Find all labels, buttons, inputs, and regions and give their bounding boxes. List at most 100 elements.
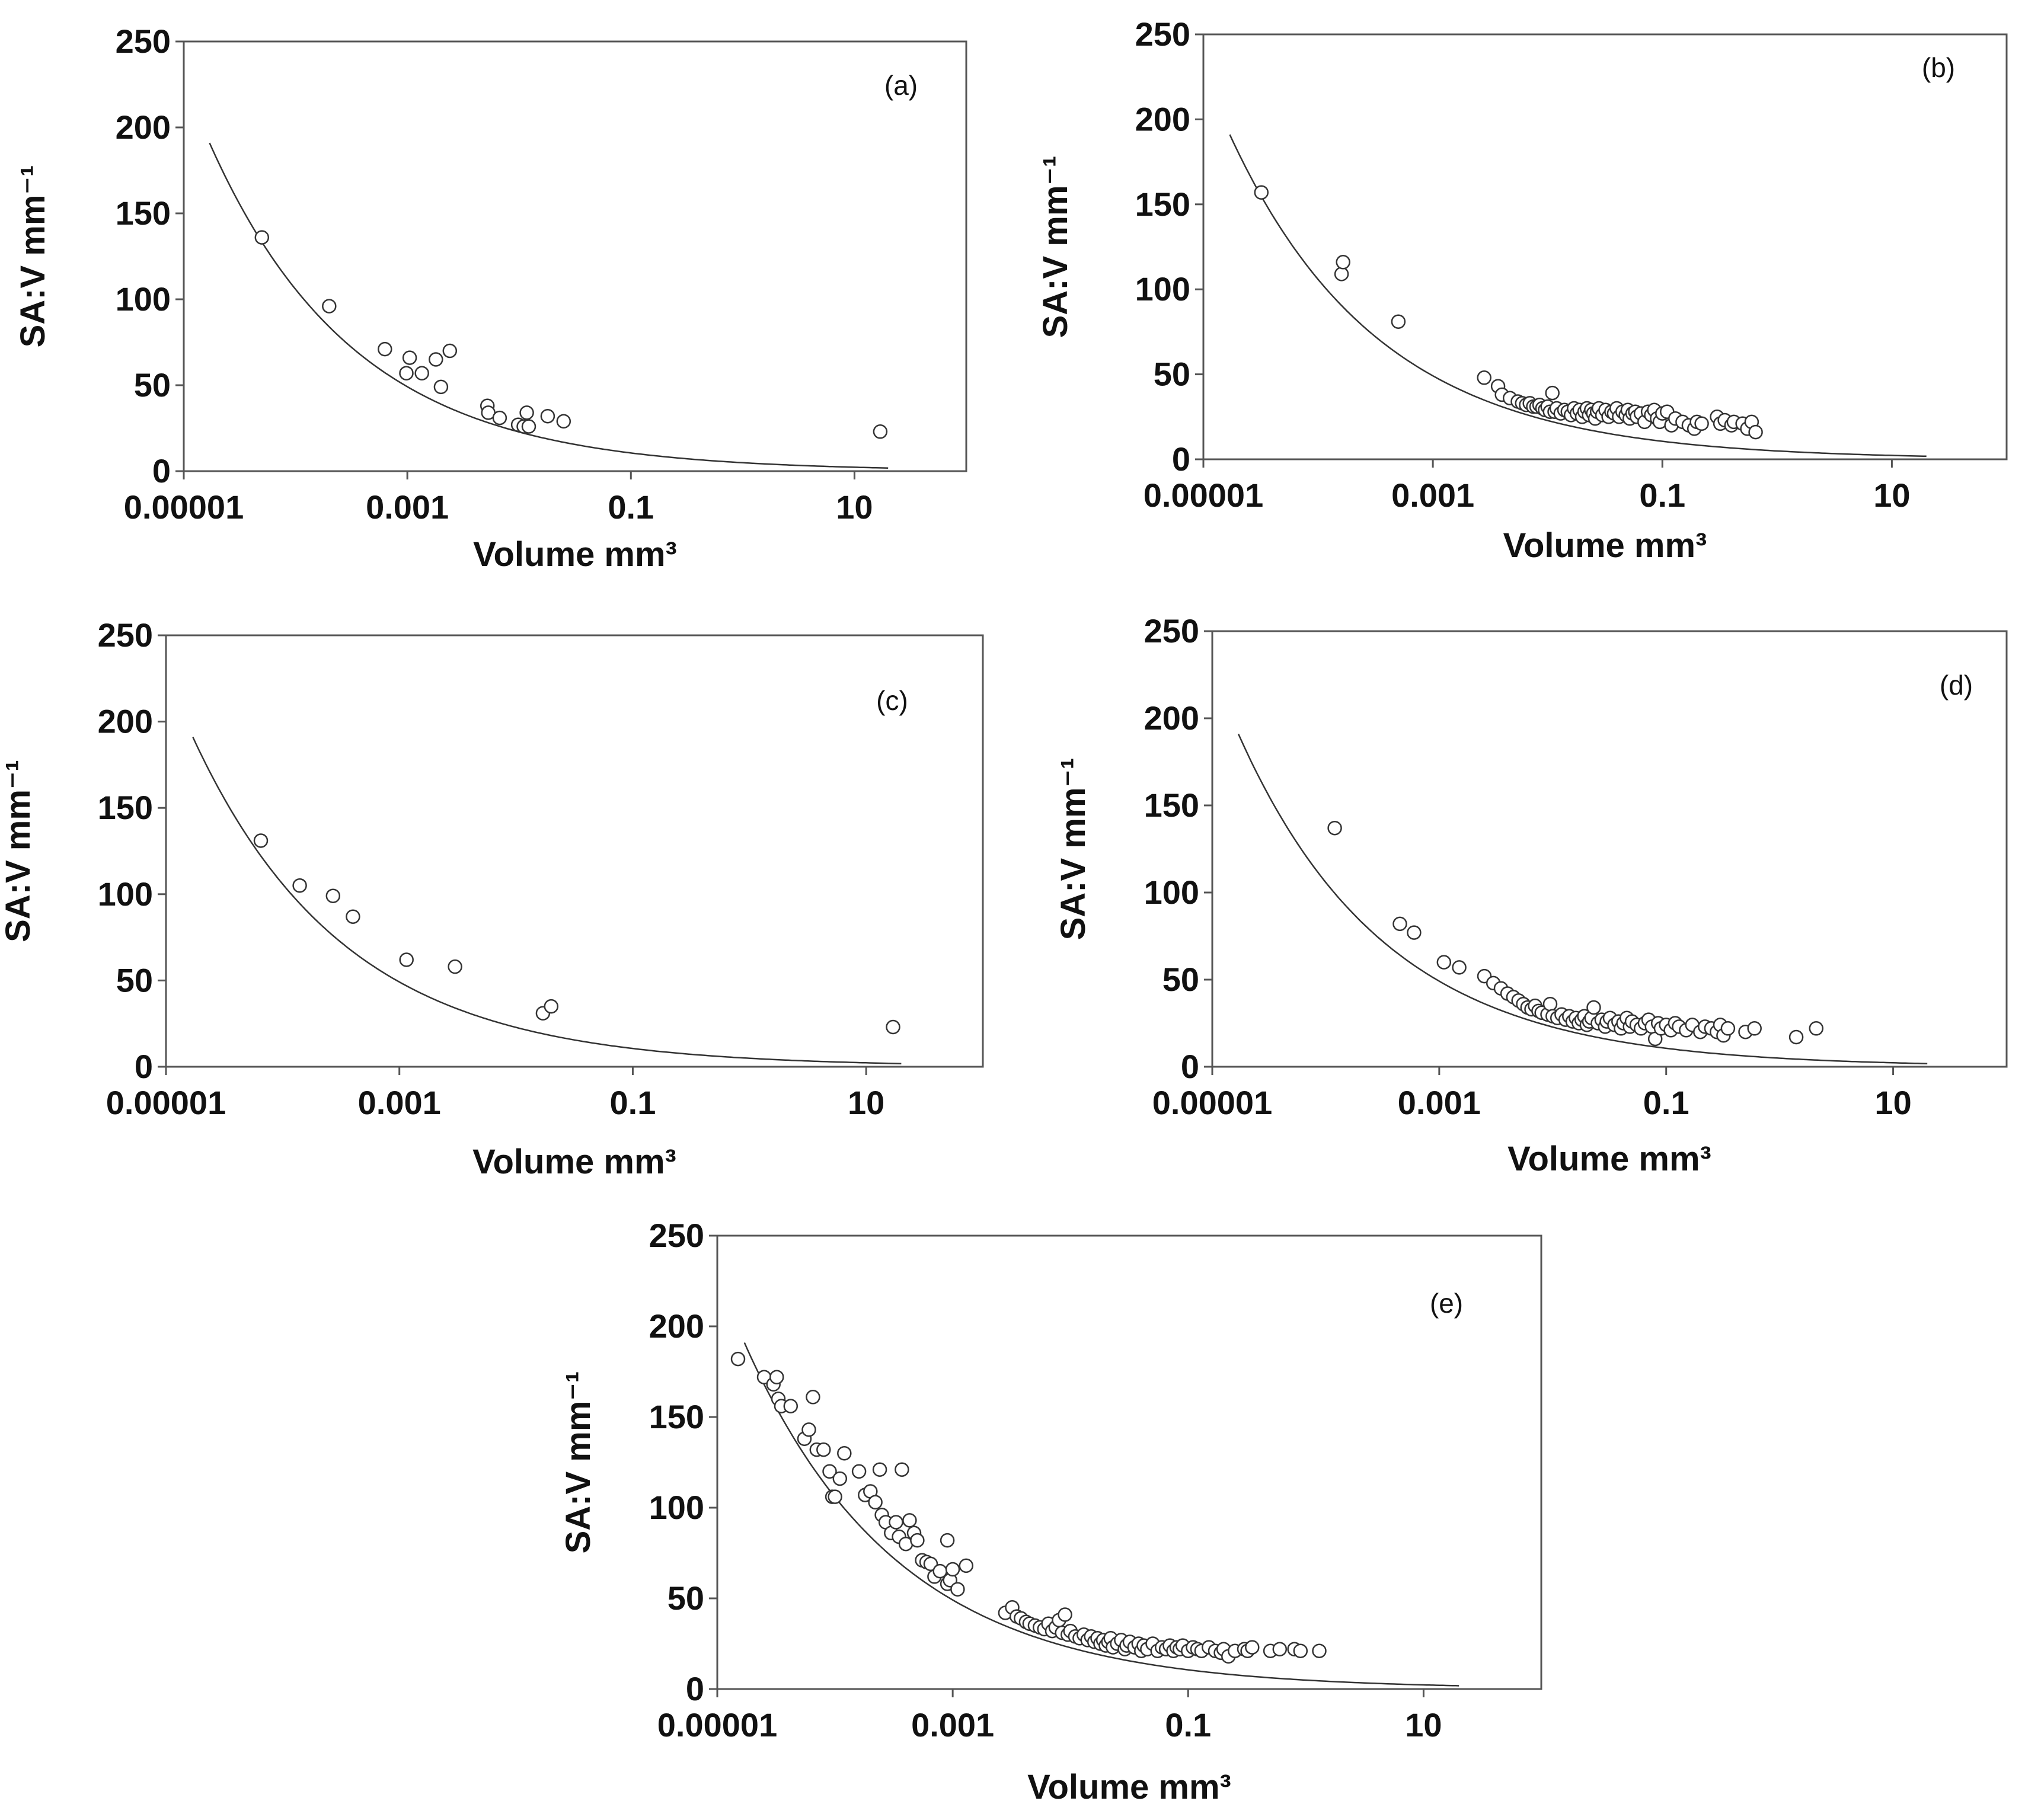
- data-point: [1720, 1021, 1736, 1036]
- x-tick-label: 0.00001: [1144, 476, 1263, 514]
- y-tick-label: 200: [116, 108, 171, 146]
- x-tick-label: 10: [836, 488, 873, 526]
- data-point: [832, 1471, 848, 1486]
- panel-c: 0 50 100 150 200 250 0.00001 0.001 0.1 10 Volume m…: [0, 616, 984, 1181]
- panel-a: 0 50 100 150 200 250 0.00001 0.001 0.1 10 Volume m…: [14, 23, 967, 574]
- x-tick-label: 0.1: [609, 1084, 656, 1121]
- x-tick-label: 0.1: [1643, 1084, 1689, 1121]
- plot-frame: [1211, 630, 2008, 1068]
- data-point: [1545, 385, 1560, 401]
- y-axis-title: SA:V mm⁻¹: [0, 760, 37, 942]
- data-point: [1809, 1021, 1824, 1036]
- data-point: [492, 410, 507, 426]
- data-point: [1254, 185, 1269, 200]
- panel-e: 0 50 100 150 200 250 0.00001 0.001 0.1 10 Volume m…: [559, 1217, 1542, 1806]
- panel-label: (a): [884, 70, 918, 101]
- data-point: [1452, 960, 1467, 975]
- data-point: [448, 959, 462, 974]
- y-tick-label: 100: [1135, 270, 1190, 308]
- y-tick-label: 50: [667, 1579, 704, 1617]
- data-point: [556, 414, 571, 429]
- y-tick-label: 200: [1144, 699, 1199, 737]
- data-point: [783, 1399, 798, 1413]
- x-tick-label: 10: [1405, 1706, 1442, 1744]
- x-tick-label: 0.00001: [124, 488, 244, 526]
- data-point: [254, 230, 270, 245]
- data-point: [442, 343, 458, 359]
- x-tick-label: 0.001: [366, 488, 449, 526]
- data-point: [886, 1019, 900, 1035]
- y-tick-label: 0: [1181, 1048, 1199, 1085]
- data-point: [402, 350, 417, 365]
- data-point: [822, 1464, 837, 1479]
- data-point: [1586, 1000, 1601, 1015]
- x-tick-label: 10: [848, 1084, 884, 1121]
- reference-curve: [192, 737, 902, 1064]
- data-point: [1392, 916, 1407, 932]
- data-point: [1694, 416, 1709, 431]
- data-point: [1391, 314, 1406, 329]
- y-axis-title: SA:V mm⁻¹: [1036, 156, 1075, 338]
- data-point: [1058, 1607, 1072, 1622]
- data-point: [730, 1351, 746, 1367]
- y-tick-label: 150: [1135, 185, 1190, 223]
- panel-label: (c): [876, 685, 908, 716]
- data-point: [544, 999, 559, 1014]
- y-tick-label: 0: [686, 1670, 704, 1707]
- data-point: [806, 1390, 820, 1405]
- data-point: [1748, 424, 1763, 440]
- data-point: [1312, 1643, 1327, 1658]
- y-tick-label: 50: [116, 961, 153, 999]
- data-point: [902, 1513, 917, 1528]
- y-tick-label: 250: [98, 616, 153, 654]
- data-point: [1407, 925, 1422, 940]
- data-point: [433, 379, 449, 395]
- y-tick-label: 0: [135, 1048, 153, 1085]
- y-tick-label: 100: [116, 280, 171, 318]
- data-point: [895, 1462, 909, 1477]
- plot-frame: [183, 40, 967, 472]
- data-point: [378, 341, 392, 357]
- x-axis-title: Volume mm³: [473, 535, 677, 574]
- y-tick-label: 200: [649, 1307, 704, 1345]
- data-point: [940, 1533, 955, 1548]
- data-point: [399, 952, 414, 967]
- x-tick-label: 0.001: [1391, 476, 1474, 514]
- data-point: [816, 1442, 831, 1457]
- data-point: [910, 1533, 925, 1548]
- y-tick-label: 250: [116, 23, 171, 60]
- panel-b: 0 50 100 150 200 250 0.00001 0.001 0.1 10 Volume m…: [1036, 15, 2008, 565]
- y-tick-label: 250: [1135, 15, 1190, 53]
- data-point: [851, 1464, 867, 1479]
- data-point: [429, 352, 443, 367]
- x-tick-label: 0.1: [1165, 1706, 1211, 1744]
- y-tick-label: 150: [649, 1398, 704, 1435]
- plot-frame: [165, 634, 984, 1068]
- data-point: [1747, 1021, 1762, 1036]
- y-tick-label: 100: [98, 875, 153, 913]
- x-tick-label: 10: [1873, 476, 1910, 514]
- data-point: [945, 1562, 960, 1577]
- data-point: [253, 833, 269, 848]
- y-tick-label: 50: [1154, 356, 1190, 393]
- x-tick-label: 0.001: [1398, 1084, 1481, 1121]
- y-tick-label: 0: [152, 452, 171, 490]
- x-tick-label: 0.00001: [106, 1084, 226, 1121]
- x-tick-label: 0.001: [911, 1706, 994, 1744]
- data-point: [769, 1370, 784, 1384]
- data-point: [521, 419, 536, 434]
- y-axis-title: SA:V mm⁻¹: [14, 165, 52, 348]
- data-point: [399, 366, 414, 380]
- data-point: [322, 299, 337, 314]
- data-point: [346, 909, 360, 924]
- panel-d: 0 50 100 150 200 250 0.00001 0.001 0.1 10 Volume m…: [1054, 612, 2008, 1178]
- y-axis-title: SA:V mm⁻¹: [1054, 758, 1093, 941]
- y-axis-title: SA:V mm⁻¹: [559, 1371, 598, 1554]
- y-tick-label: 50: [134, 366, 171, 404]
- data-point: [292, 878, 307, 893]
- plot-frame: [1202, 33, 2008, 460]
- data-point: [414, 366, 429, 380]
- x-tick-label: 10: [1874, 1084, 1911, 1121]
- y-tick-label: 200: [1135, 100, 1190, 137]
